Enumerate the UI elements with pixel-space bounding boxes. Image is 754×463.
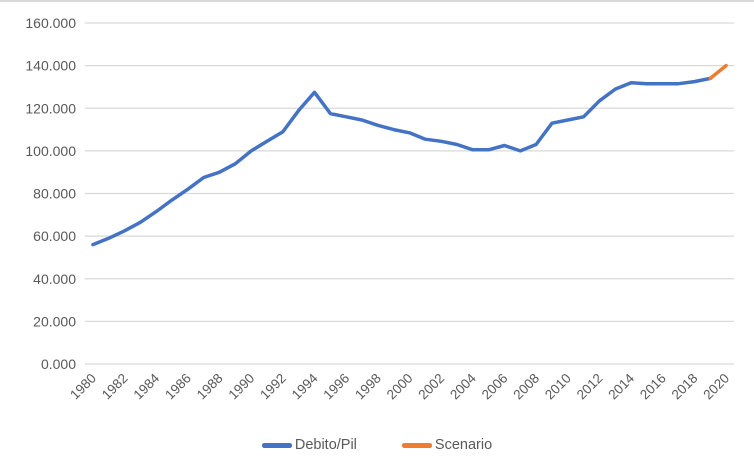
scenario-line: [708, 63, 728, 81]
x-tick-label: 1992: [257, 371, 289, 403]
y-tick-label: 140.000: [25, 58, 76, 74]
x-tick-label: 1990: [225, 371, 257, 403]
x-tick-label: 2016: [637, 371, 669, 403]
x-tick-label: 1982: [99, 371, 131, 403]
x-tick-label: 1984: [131, 370, 163, 402]
plot-area: 0.000 20.000 40.000 60.000 80.000 100.000 120.…: [0, 0, 754, 402]
y-tick-label: 60.000: [33, 228, 76, 244]
y-tick-label: 40.000: [33, 271, 76, 287]
x-tick-label: 2018: [669, 371, 701, 403]
x-tick-label: 2008: [510, 371, 542, 403]
x-tick-label: 2010: [542, 371, 574, 403]
y-tick-label: 160.000: [25, 15, 76, 31]
legend: Debito/Pil Scenario: [0, 438, 754, 453]
legend-label-scenario: Scenario: [434, 437, 493, 453]
y-tick-label: 20.000: [33, 313, 76, 329]
y-axis-labels: 0.000 20.000 40.000 60.000 80.000 100.000 120.…: [25, 15, 76, 372]
x-tick-label: 1996: [320, 371, 352, 403]
series-lines: [91, 63, 728, 247]
x-tick-label: 1988: [194, 371, 226, 403]
legend-item-debito-pil: Debito/Pil: [261, 437, 357, 453]
x-tick-label: 2002: [415, 371, 447, 403]
legend-label-debito-pil: Debito/Pil: [294, 437, 357, 453]
x-axis-labels: 1980 1982 1984 1986 1988 1990 1992 1994 1996 1998…: [67, 370, 732, 402]
x-tick-label: 2000: [384, 371, 416, 403]
scenario-line-swatch: [401, 443, 432, 448]
x-tick-label: 2004: [447, 370, 479, 402]
y-tick-label: 80.000: [33, 186, 76, 202]
gridlines: [85, 22, 734, 365]
y-tick-label: 100.000: [25, 143, 76, 159]
x-tick-label: 2014: [605, 370, 637, 402]
x-tick-label: 2012: [574, 371, 606, 403]
x-tick-label: 1998: [352, 371, 384, 403]
x-tick-label: 1994: [289, 370, 321, 402]
debito-pil-line-swatch: [261, 443, 292, 448]
x-tick-label: 1980: [67, 371, 99, 403]
x-tick-label: 2020: [700, 371, 732, 403]
debito-pil-line: [91, 76, 713, 247]
y-tick-label: 120.000: [25, 100, 76, 116]
x-tick-label: 2006: [479, 371, 511, 403]
x-tick-label: 1986: [162, 371, 194, 403]
y-tick-label: 0.000: [41, 356, 76, 372]
legend-item-scenario: Scenario: [401, 437, 493, 453]
